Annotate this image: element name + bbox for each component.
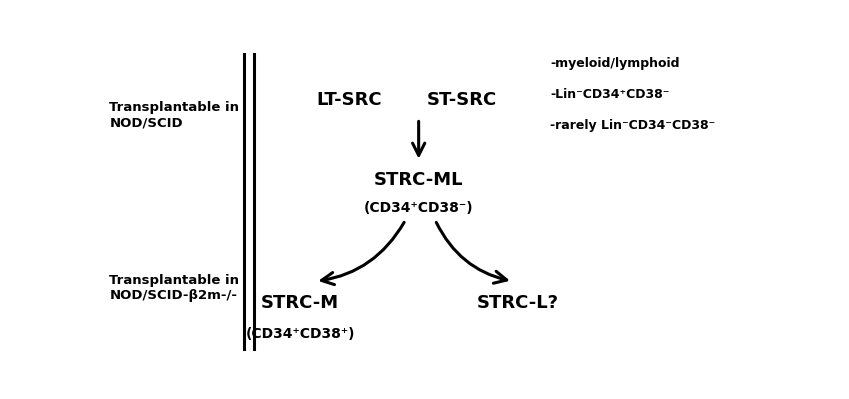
Text: LT-SRC: LT-SRC — [317, 91, 382, 109]
Text: -rarely Lin⁻CD34⁻CD38⁻: -rarely Lin⁻CD34⁻CD38⁻ — [550, 119, 716, 132]
Text: STRC-L?: STRC-L? — [476, 294, 559, 312]
Text: -Lin⁻CD34⁺CD38⁻: -Lin⁻CD34⁺CD38⁻ — [550, 88, 670, 101]
Text: STRC-M: STRC-M — [261, 294, 340, 312]
Text: (CD34⁺CD38⁺): (CD34⁺CD38⁺) — [245, 327, 355, 341]
Text: Transplantable in
NOD/SCID-β2m-/-: Transplantable in NOD/SCID-β2m-/- — [110, 274, 239, 302]
Text: -myeloid/lymphoid: -myeloid/lymphoid — [550, 57, 680, 70]
Text: ST-SRC: ST-SRC — [426, 91, 497, 109]
Text: STRC-ML: STRC-ML — [374, 171, 464, 189]
Text: (CD34⁺CD38⁻): (CD34⁺CD38⁻) — [364, 201, 474, 215]
Text: Transplantable in
NOD/SCID: Transplantable in NOD/SCID — [110, 101, 239, 129]
